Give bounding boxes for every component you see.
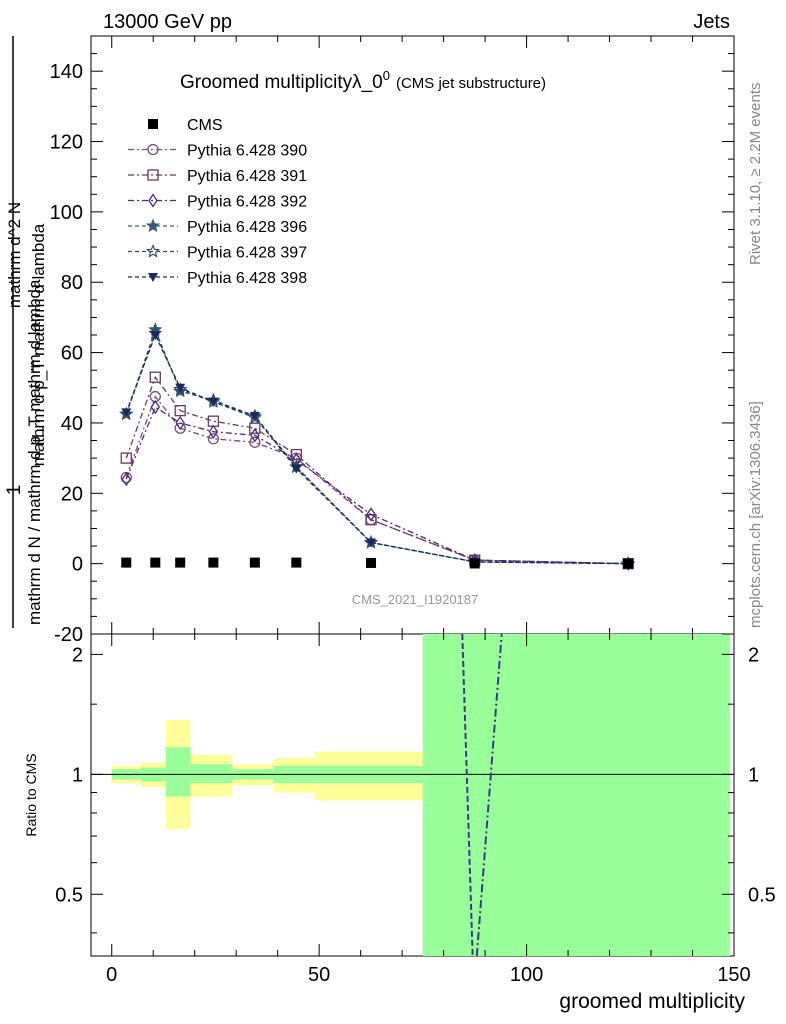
ratio-band-inner: [165, 747, 191, 797]
ratio-band-inner: [190, 764, 233, 784]
legend-label: Pythia 6.428 396: [187, 219, 307, 236]
y-tick-label: 0: [72, 554, 83, 576]
ratio-band-inner: [526, 634, 730, 956]
data-point: [366, 557, 377, 568]
y-tick-label: 140: [50, 61, 83, 83]
series-point: [208, 397, 219, 407]
series-point: [121, 472, 132, 487]
mcplots-label: mcplots.cern.ch [arXiv:1306.3436]: [747, 401, 764, 628]
ratio-tick-label: 1: [72, 764, 83, 786]
ratio-line-tune-b: [475, 634, 503, 956]
ratio-tick-label-right: 0.5: [748, 884, 776, 906]
y-tick-label: 120: [50, 132, 83, 154]
series-point: [366, 538, 377, 548]
series-line: [125, 395, 629, 565]
legend-marker: [145, 218, 161, 233]
axes: -20 0 20 40 60 80 100 120 140 0 50 100 150 0.5 0.5 1 1 2 2: [50, 35, 776, 986]
series-line: [125, 333, 629, 565]
series-point: [208, 424, 219, 439]
x-tick-label: 0: [106, 964, 117, 986]
series-point: [207, 433, 220, 445]
data-point: [249, 557, 260, 568]
y-tick-label: 80: [61, 272, 83, 294]
ratio-axis-label: Ratio to CMS: [23, 753, 39, 836]
y-tick-label: 40: [61, 413, 83, 435]
series-line: [125, 406, 629, 565]
series-point: [149, 371, 161, 383]
series-lines: [119, 322, 636, 571]
data-point: [121, 557, 132, 568]
data-point: [208, 557, 219, 568]
legend-label: Pythia 6.428 392: [187, 194, 307, 211]
series-point: [175, 383, 186, 393]
ratio-band-inner: [422, 634, 527, 956]
y-tick-label: -20: [54, 624, 83, 646]
legend-marker-data: [148, 119, 158, 129]
series-point: [366, 507, 376, 522]
series-2: [120, 371, 634, 570]
legend: CMS Pythia 6.428 390 Pythia 6.428 391 Pythi…: [128, 117, 307, 287]
ratio-panel-frame: [90, 633, 735, 957]
data-point: [469, 558, 480, 569]
analysis-id-watermark: CMS_2021_I1920187: [352, 592, 479, 607]
ratio-series-lines: [461, 634, 503, 956]
series-point: [150, 331, 161, 340]
series-5: [119, 325, 636, 570]
x-tick-label: 50: [308, 964, 330, 986]
legend-marker: [148, 193, 158, 208]
series-point: [249, 422, 261, 434]
series-1: [120, 390, 634, 570]
y-axis-label-one: 1: [4, 485, 25, 496]
data-points: [121, 557, 634, 569]
ratio-tick-label-right: 1: [748, 764, 759, 786]
series-6: [121, 331, 634, 569]
y-tick-label: 20: [61, 483, 83, 505]
series-point: [249, 411, 260, 421]
legend-label: Pythia 6.428 391: [187, 168, 307, 185]
header-process-label: Jets: [693, 11, 730, 33]
series-point: [175, 415, 185, 431]
y-axis-label-denominator: mathrm d N / mathrm d p_T mathrm d lambd…: [25, 279, 44, 625]
series-point: [150, 399, 161, 415]
y-axis-label: 1 mathrm d N / mathrm d p_T mathrm d lam…: [4, 36, 48, 628]
series-line: [125, 331, 629, 565]
series-point: [249, 436, 261, 448]
y-axis-label-upper-denominator: mathrm d p_T mathrm d lambda: [29, 223, 48, 466]
data-point: [175, 557, 186, 568]
data-point: [623, 558, 634, 569]
series-point: [121, 408, 132, 418]
ratio-tick-label: 0.5: [55, 884, 83, 906]
ratio-tick-label: 2: [72, 644, 83, 666]
y-tick-label: 60: [61, 343, 83, 365]
series-line: [125, 327, 629, 565]
y-axis-label-upper-numerator: mathrm d^2 N: [5, 202, 24, 308]
legend-marker: [147, 169, 159, 181]
chart-title: Groomed multiplicityλ_00 (CMS jet substru…: [180, 68, 546, 93]
data-point: [291, 557, 302, 568]
rivet-version-label: Rivet 3.1.10, ≥ 2.2M events: [747, 83, 764, 266]
ratio-tick-label-right: 2: [748, 644, 759, 666]
series-point: [250, 428, 260, 443]
legend-marker: [148, 273, 158, 282]
legend-label: Pythia 6.428 390: [187, 143, 307, 160]
header-energy-label: 13000 GeV pp: [103, 11, 232, 33]
series-point: [120, 452, 132, 464]
y-tick-label: 100: [50, 202, 83, 224]
x-tick-label: 150: [717, 964, 750, 986]
x-axis-label: groomed multiplicity: [559, 990, 745, 1013]
series-4: [119, 322, 636, 570]
x-tick-label: 100: [510, 964, 543, 986]
series-line: [125, 375, 629, 565]
legend-label: Pythia 6.428 398: [187, 270, 307, 287]
data-point: [150, 557, 161, 568]
ratio-uncertainty-bands: [91, 634, 734, 956]
legend-label-data: CMS: [187, 117, 223, 134]
legend-marker: [145, 244, 161, 258]
legend-label: Pythia 6.428 397: [187, 245, 307, 262]
series-3: [121, 399, 633, 571]
series-point: [291, 464, 302, 474]
series-point: [174, 404, 186, 417]
legend-marker: [147, 143, 159, 156]
